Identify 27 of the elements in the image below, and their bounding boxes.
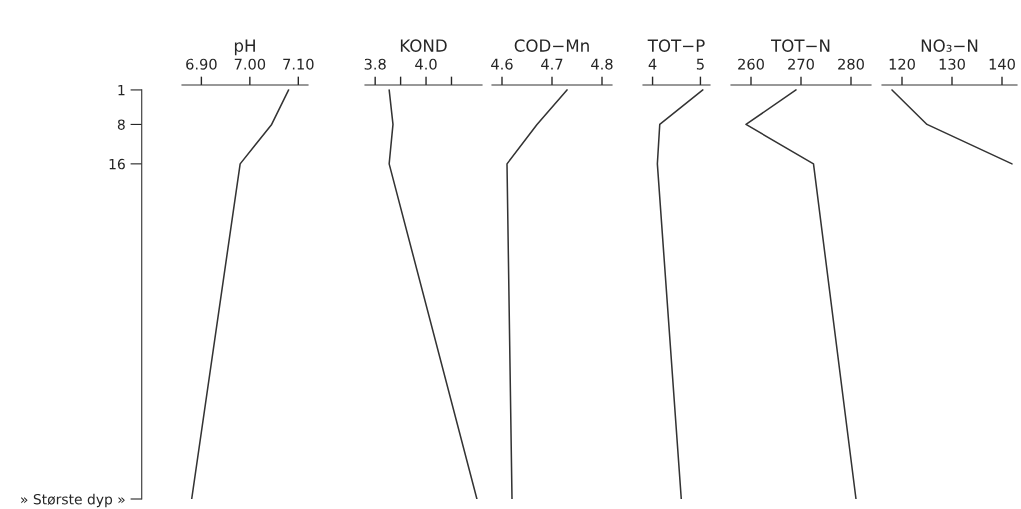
line-series bbox=[190, 89, 290, 499]
x-tick-label: 6.90 bbox=[186, 58, 217, 70]
y-tick-label: 16 bbox=[109, 158, 125, 170]
x-tick-label: 4.6 bbox=[491, 58, 513, 70]
chart-title: TOT−P bbox=[647, 39, 705, 52]
y-tick-label: 1 bbox=[118, 85, 125, 96]
y-tick-label: 8 bbox=[117, 119, 125, 130]
x-tick-label: 7.00 bbox=[234, 58, 266, 70]
chart-title: COD−Mn bbox=[514, 39, 589, 52]
chart-title: TOT−N bbox=[770, 39, 830, 52]
chart-title: pH bbox=[234, 39, 255, 56]
x-tick-label: 7.10 bbox=[283, 58, 314, 70]
x-tick-label: 270 bbox=[788, 58, 814, 70]
x-tick-label: 260 bbox=[738, 58, 764, 70]
x-tick-label: 3.8 bbox=[364, 58, 386, 70]
chart-title: KOND bbox=[400, 39, 447, 52]
x-tick-label: 5 bbox=[696, 58, 704, 70]
x-tick-label: 280 bbox=[838, 58, 864, 70]
y-tick-label: » Største dyp » bbox=[21, 493, 125, 508]
x-tick-label: 130 bbox=[939, 58, 965, 70]
chart-title: NO₃−N bbox=[921, 39, 978, 52]
x-tick-label: 4.7 bbox=[541, 58, 563, 70]
x-tick-label: 4.8 bbox=[591, 58, 613, 70]
x-tick-label: 120 bbox=[889, 58, 915, 70]
x-tick-label: 140 bbox=[989, 58, 1015, 70]
x-tick-label: 4 bbox=[648, 58, 657, 70]
x-tick-label: 4.0 bbox=[415, 58, 437, 70]
